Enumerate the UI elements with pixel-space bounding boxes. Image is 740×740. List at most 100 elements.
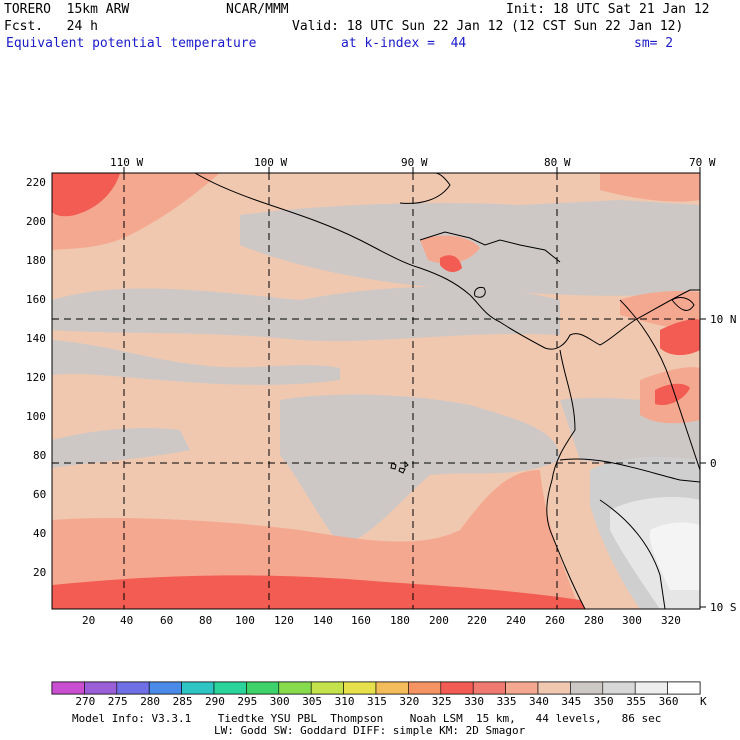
y-tick: 140 <box>26 332 46 345</box>
colorbar-cell <box>505 681 539 695</box>
x-tick: 20 <box>82 614 96 627</box>
colorbar-cell <box>440 681 474 695</box>
coastlines <box>194 173 700 609</box>
salmon-caribbean <box>600 173 700 202</box>
colorbar-label: 350 <box>593 695 614 708</box>
colorbar-cell <box>310 681 344 695</box>
y-tick: 220 <box>26 176 46 189</box>
lat-label-10s: 10 S <box>710 601 737 614</box>
colorbar-cell <box>278 681 312 695</box>
andes-white <box>650 522 700 590</box>
plot-frame <box>51 172 701 610</box>
colorbar-label: 310 <box>334 695 355 708</box>
colorbar-label: 360 <box>658 695 679 708</box>
lon-label-70w: 70 W <box>689 156 716 169</box>
lat-label-10n: 10 N <box>710 313 737 326</box>
colorbar-cell <box>343 681 377 695</box>
colorbar-label: 280 <box>140 695 161 708</box>
physics-info: LW: Godd SW: Goddard DIFF: simple KM: 2D… <box>214 724 526 737</box>
model-info: Model Info: V3.3.1 Tiedtke YSU PBL Thomp… <box>72 712 662 725</box>
x-tick: 120 <box>274 614 294 627</box>
colorbar-label: 320 <box>399 695 420 708</box>
colorbar <box>51 681 701 695</box>
field-name: Equivalent potential temperature <box>6 36 257 51</box>
y-tick: 40 <box>33 527 47 540</box>
colorbar-label: 305 <box>302 695 323 708</box>
colorbar-label: 355 <box>626 695 647 708</box>
colorbar-cell <box>375 681 409 695</box>
colorbar-label: 290 <box>205 695 225 708</box>
x-tick: 200 <box>429 614 449 627</box>
level-label: at k-index = 44 <box>341 36 467 51</box>
colorbar-cell <box>51 681 85 695</box>
colorbar-label: 295 <box>237 695 258 708</box>
x-tick: 60 <box>160 614 174 627</box>
red-south <box>52 575 585 609</box>
colorbar-label: 300 <box>269 695 290 708</box>
y-tick: 120 <box>26 371 46 384</box>
x-tick: 160 <box>351 614 371 627</box>
colorbar-cell <box>213 681 247 695</box>
org-label: NCAR/MMM <box>226 2 289 17</box>
x-tick: 140 <box>313 614 333 627</box>
grey-patch-west <box>52 428 190 468</box>
lon-label-90w: 90 W <box>401 156 428 169</box>
x-tick: 180 <box>390 614 410 627</box>
y-tick: 80 <box>33 449 47 462</box>
forecast-hour: Fcst. 24 h <box>4 19 98 34</box>
lon-label-100w: 100 W <box>254 156 288 169</box>
colorbar-label: 330 <box>464 695 485 708</box>
colorbar-label: 275 <box>107 695 128 708</box>
colorbar-cell <box>116 681 150 695</box>
colorbar-cell <box>181 681 215 695</box>
red-colombia-east <box>655 383 690 406</box>
lat-label-0: 0 <box>710 457 717 470</box>
x-tick: 100 <box>235 614 255 627</box>
salmon-gulf <box>420 235 480 264</box>
red-venezuela <box>660 319 700 356</box>
x-tick: 80 <box>199 614 213 627</box>
x-tick: 320 <box>661 614 681 627</box>
grey-band-mid <box>52 340 340 385</box>
init-time: Init: 18 UTC Sat 21 Jan 12 <box>506 2 710 17</box>
colorbar-label: 325 <box>431 695 452 708</box>
colorbar-label: 345 <box>561 695 582 708</box>
colorbar-cell <box>246 681 280 695</box>
colorbar-label: 340 <box>529 695 549 708</box>
model-title: TORERO 15km ARW <box>4 2 130 17</box>
colorbar-cell <box>667 681 701 695</box>
y-tick: 60 <box>33 488 47 501</box>
valid-time: Valid: 18 UTC Sun 22 Jan 12 (12 CST Sun … <box>292 19 684 34</box>
colorbar-cell <box>408 681 442 695</box>
x-tick: 240 <box>506 614 526 627</box>
colorbar-cell <box>472 681 506 695</box>
red-northwest <box>52 173 120 217</box>
colorbar-cell <box>84 681 118 695</box>
lon-label-110w: 110 W <box>110 156 144 169</box>
latitude-ticks <box>700 318 706 608</box>
x-tick: 40 <box>120 614 134 627</box>
salmon-south <box>52 470 580 609</box>
red-honduras <box>440 255 462 272</box>
x-tick: 260 <box>545 614 565 627</box>
colorbar-unit: K <box>700 695 707 708</box>
x-tick: 300 <box>622 614 642 627</box>
grey-region-center <box>280 394 560 545</box>
salmon-east-upper <box>620 290 700 330</box>
y-tick: 100 <box>26 410 46 423</box>
colorbar-cell <box>148 681 182 695</box>
colorbar-label: 285 <box>172 695 193 708</box>
y-tick: 180 <box>26 254 46 267</box>
grey-band-north <box>52 286 560 342</box>
graticule <box>52 173 700 609</box>
colorbar-label: 335 <box>496 695 517 708</box>
map-plot-area <box>52 173 700 609</box>
x-tick: 280 <box>584 614 604 627</box>
colorbar-cell <box>570 681 604 695</box>
longitude-ticks <box>123 167 701 173</box>
colorbar-label: 270 <box>75 695 96 708</box>
y-tick: 160 <box>26 293 46 306</box>
colorbar-cell <box>634 681 668 695</box>
y-tick: 200 <box>26 215 46 228</box>
